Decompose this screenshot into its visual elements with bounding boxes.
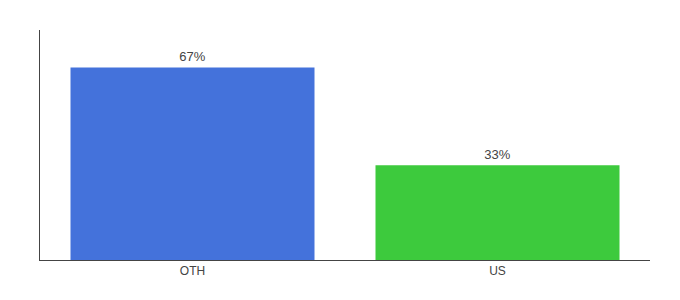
svg-text:US: US (489, 264, 506, 278)
svg-text:67%: 67% (179, 49, 205, 64)
svg-text:33%: 33% (484, 147, 510, 162)
svg-text:OTH: OTH (180, 264, 205, 278)
